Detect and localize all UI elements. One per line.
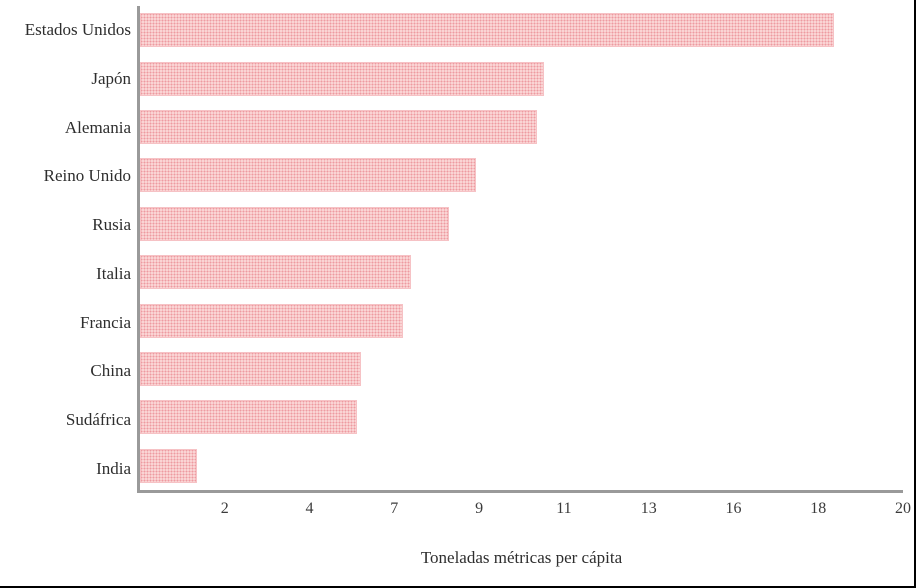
bar-row	[140, 103, 903, 151]
category-label: Reino Unido	[43, 166, 131, 186]
x-tick-label: 2	[220, 500, 229, 517]
bar	[140, 303, 404, 338]
category-label: Estados Unidos	[24, 20, 131, 40]
category-label: India	[96, 458, 131, 478]
bar	[140, 255, 411, 290]
category-label: Rusia	[92, 215, 131, 235]
bar	[140, 13, 835, 48]
category-label: Japón	[91, 69, 131, 89]
x-tick-label: 4	[305, 500, 314, 517]
x-tick-label: 7	[390, 500, 399, 517]
bar	[140, 61, 545, 96]
bar	[140, 158, 476, 193]
x-tick-label: 18	[810, 500, 827, 517]
plot-area	[137, 6, 903, 493]
bar-row	[140, 200, 903, 248]
x-tick-label: 9	[475, 500, 484, 517]
bar	[140, 448, 198, 483]
x-axis-title: Toneladas métricas per cápita	[420, 548, 623, 567]
bar-row	[140, 248, 903, 296]
x-tick-label: 11	[556, 500, 572, 517]
bar-row	[140, 151, 903, 199]
category-axis-labels: Estados Unidos Japón Alemania Reino Unido Ru…	[0, 6, 131, 493]
bar	[140, 110, 537, 145]
category-label: Francia	[80, 312, 131, 332]
bar	[140, 352, 362, 387]
x-tick-label: 16	[725, 500, 742, 517]
bar-row	[140, 442, 903, 490]
category-label: Sudáfrica	[65, 409, 131, 429]
category-label: Alemania	[64, 117, 131, 137]
bar	[140, 400, 358, 435]
x-axis-tick-labels: 2 4 7 9 11 13 16 18 20	[140, 500, 911, 522]
bar-row	[140, 54, 903, 102]
bar-row	[140, 393, 903, 441]
bar	[140, 206, 449, 241]
x-tick-label: 20	[895, 500, 911, 517]
bar-row	[140, 296, 903, 344]
category-label: Italia	[96, 263, 131, 283]
bar-row	[140, 6, 903, 54]
x-tick-label: 13	[640, 500, 657, 517]
bar-row	[140, 345, 903, 393]
category-label: China	[90, 361, 131, 381]
